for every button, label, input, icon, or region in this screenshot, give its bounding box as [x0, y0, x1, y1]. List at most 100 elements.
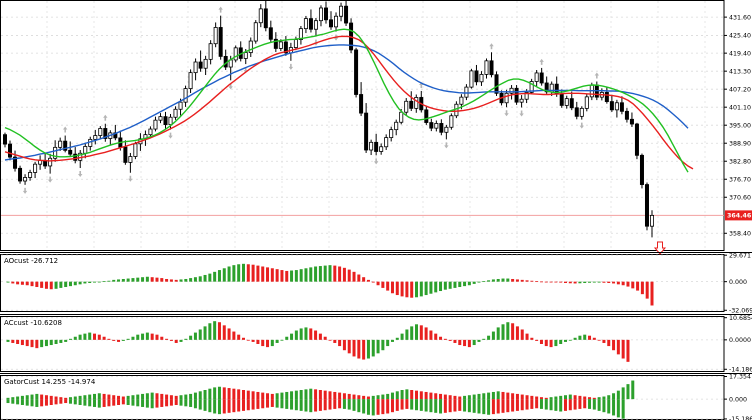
histogram-bar [30, 399, 34, 407]
histogram-bar [602, 399, 606, 413]
histogram-bar [559, 399, 563, 412]
candle [629, 118, 634, 125]
histogram-bar [294, 330, 298, 340]
histogram-bar [395, 391, 399, 400]
histogram-bar [165, 278, 169, 282]
histogram-bar [227, 328, 231, 340]
candle [464, 86, 469, 98]
candle [434, 123, 439, 129]
candle [3, 134, 8, 145]
histogram-bar [198, 399, 202, 410]
histogram-bar [525, 399, 529, 410]
histogram-bar [506, 399, 510, 413]
histogram-bar [246, 390, 250, 400]
histogram-bar [549, 397, 553, 400]
histogram-bar [237, 389, 241, 400]
histogram-bar [568, 339, 572, 341]
histogram-bar [458, 399, 462, 411]
histogram-bar [472, 281, 476, 284]
histogram-bar [424, 281, 428, 296]
histogram-bar [30, 339, 34, 348]
candle [258, 8, 263, 24]
histogram-bar [275, 269, 279, 282]
candle [208, 43, 213, 60]
histogram-bar [578, 335, 582, 340]
histogram-bar [174, 279, 178, 282]
histogram-bar [304, 389, 308, 400]
histogram-bar [290, 399, 294, 410]
histogram-bar [222, 268, 226, 282]
histogram-bar [496, 399, 500, 414]
histogram-bar [54, 281, 58, 289]
histogram-bar [294, 270, 298, 282]
histogram-bar [544, 397, 548, 400]
histogram-bar [415, 324, 419, 340]
candle [524, 92, 529, 100]
histogram-bar [506, 322, 510, 340]
histogram-bar [640, 281, 644, 295]
indicator-tick-label: 0.000 [729, 396, 747, 403]
histogram-bar [583, 399, 587, 409]
histogram-bar [189, 393, 193, 400]
histogram-bar [150, 333, 154, 340]
histogram-bar [405, 329, 409, 340]
histogram-bar [352, 394, 356, 400]
histogram-bar [145, 393, 149, 400]
candle [103, 128, 108, 139]
histogram-bar [530, 395, 534, 400]
histogram-bar [333, 265, 337, 282]
histogram-bar [160, 393, 164, 400]
histogram-bar [381, 339, 385, 351]
histogram-bar [54, 399, 58, 405]
histogram-bar [607, 281, 611, 283]
histogram-bar [179, 395, 183, 400]
histogram-bar [386, 281, 390, 291]
histogram-bar [395, 399, 399, 411]
candle [213, 27, 218, 45]
histogram-bar [501, 278, 505, 282]
candle [178, 101, 183, 110]
indicator-tick-label: -32.069 [729, 307, 752, 314]
histogram-bar [294, 399, 298, 411]
candle [153, 119, 158, 130]
histogram-bar [304, 399, 308, 412]
histogram-bar [501, 324, 505, 340]
histogram-bar [549, 281, 553, 283]
histogram-bar [549, 339, 553, 348]
histogram-bar [554, 281, 558, 283]
candle [48, 157, 53, 167]
candle [534, 72, 539, 82]
histogram-bar [314, 330, 318, 340]
candle [303, 18, 308, 30]
histogram-bar [568, 399, 572, 411]
histogram-bar [419, 281, 423, 297]
ma-line-blue [4, 44, 689, 161]
histogram-bar [530, 337, 534, 340]
histogram-bar [405, 389, 409, 400]
histogram-bar [59, 339, 63, 343]
histogram-bar [141, 277, 145, 282]
histogram-bar [424, 391, 428, 400]
candle [354, 49, 359, 95]
histogram-bar [16, 399, 20, 405]
histogram-bar [366, 396, 370, 400]
histogram-bar [117, 339, 121, 342]
price-tick-label: 413.30 [729, 68, 751, 75]
ma-line-green [4, 28, 689, 173]
histogram-bar [78, 281, 82, 285]
histogram-bar [160, 336, 164, 340]
histogram-bar [25, 395, 29, 400]
fractal-down-arrow [228, 83, 233, 90]
histogram-bar [458, 339, 462, 346]
histogram-bar [193, 332, 197, 340]
histogram-bar [506, 392, 510, 400]
histogram-bar [165, 394, 169, 400]
histogram-bar [338, 392, 342, 400]
histogram-bar [203, 326, 207, 340]
histogram-bar [179, 339, 183, 342]
histogram-bar [88, 281, 92, 283]
histogram-bar [299, 328, 303, 340]
histogram-bar [59, 281, 63, 288]
fractal-up-arrow [594, 72, 600, 79]
